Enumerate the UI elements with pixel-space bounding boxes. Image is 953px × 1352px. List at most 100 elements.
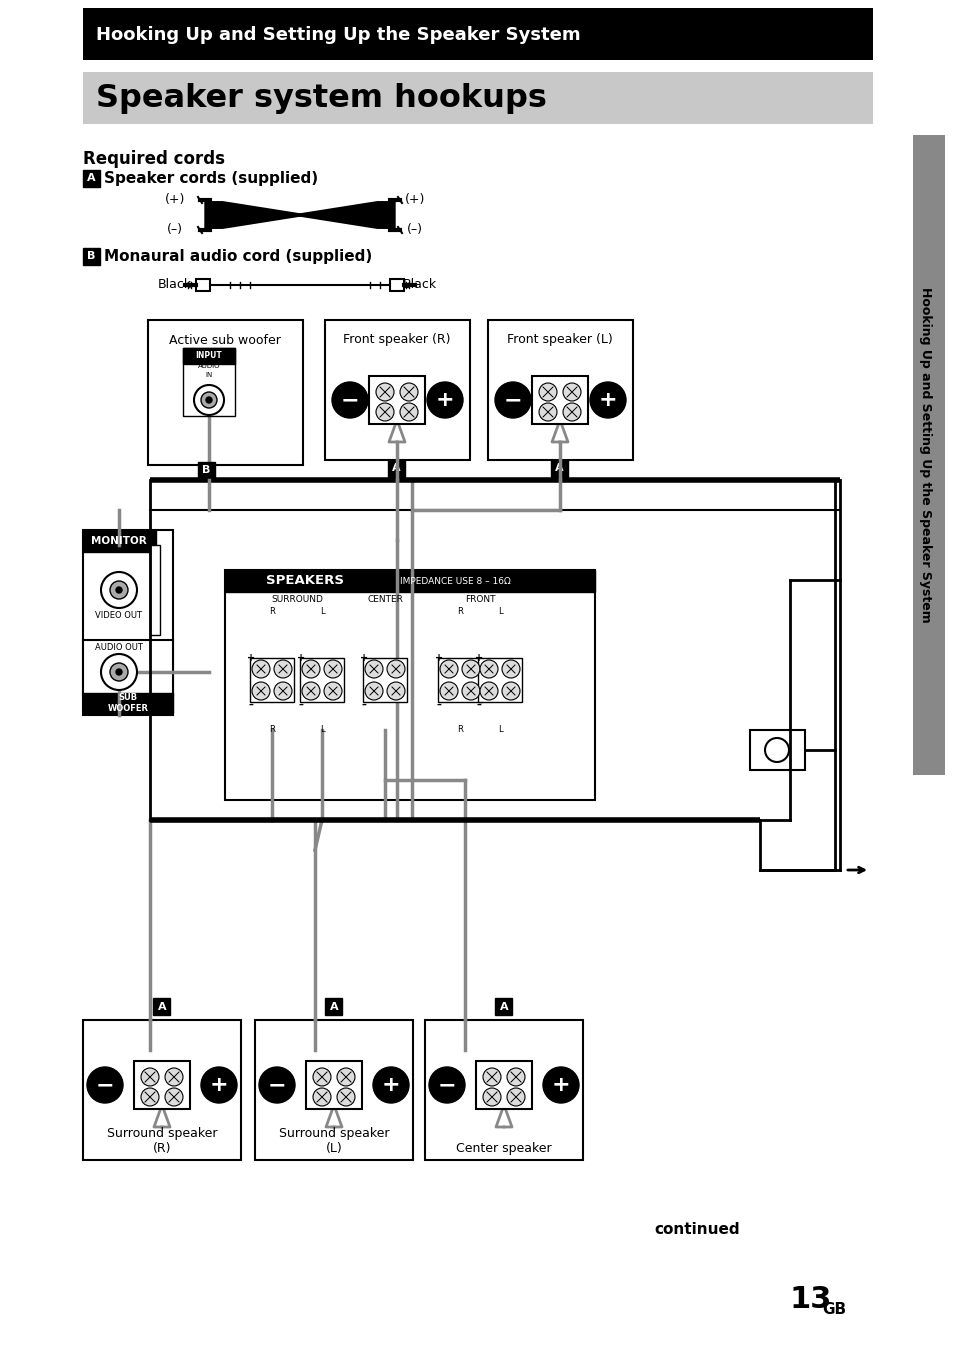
- Text: Front speaker (L): Front speaker (L): [507, 334, 612, 346]
- Bar: [299, 658, 344, 702]
- Circle shape: [258, 1067, 294, 1103]
- Text: Hooking Up and Setting Up the Speaker System: Hooking Up and Setting Up the Speaker Sy…: [96, 26, 580, 45]
- Text: Speaker system hookups: Speaker system hookups: [96, 82, 546, 114]
- Circle shape: [141, 1088, 159, 1106]
- Bar: [83, 247, 100, 265]
- Bar: [437, 658, 481, 702]
- Circle shape: [439, 660, 457, 677]
- Bar: [363, 658, 407, 702]
- Circle shape: [538, 383, 557, 402]
- Bar: [225, 571, 595, 800]
- Text: –: –: [361, 700, 366, 710]
- Circle shape: [387, 660, 405, 677]
- Text: AUDIO: AUDIO: [197, 362, 220, 369]
- Circle shape: [332, 383, 368, 418]
- Bar: [390, 279, 403, 291]
- Text: continued: continued: [654, 1222, 740, 1237]
- Bar: [133, 1061, 190, 1109]
- Circle shape: [110, 581, 128, 599]
- Text: FRONT: FRONT: [464, 595, 495, 604]
- Circle shape: [101, 572, 137, 608]
- Text: −: −: [437, 1075, 456, 1095]
- Text: R: R: [456, 726, 462, 734]
- Text: +: +: [381, 1075, 400, 1095]
- Circle shape: [562, 383, 580, 402]
- Text: A: A: [157, 1002, 166, 1013]
- Bar: [477, 658, 521, 702]
- Bar: [388, 460, 405, 477]
- Bar: [83, 530, 156, 552]
- Bar: [83, 530, 172, 695]
- Circle shape: [116, 669, 122, 675]
- Circle shape: [439, 681, 457, 700]
- Circle shape: [101, 654, 137, 690]
- Circle shape: [201, 392, 216, 408]
- Text: –: –: [249, 700, 253, 710]
- Circle shape: [427, 383, 462, 418]
- Circle shape: [252, 681, 270, 700]
- Circle shape: [365, 660, 382, 677]
- Bar: [83, 170, 100, 187]
- Text: SPEAKERS: SPEAKERS: [266, 575, 344, 588]
- Bar: [325, 998, 341, 1015]
- Bar: [183, 347, 234, 364]
- Text: Surround speaker
(L): Surround speaker (L): [278, 1128, 389, 1155]
- Text: A: A: [392, 462, 400, 473]
- Bar: [476, 1061, 532, 1109]
- Text: AUDIO OUT: AUDIO OUT: [95, 644, 143, 653]
- Text: −: −: [340, 389, 359, 410]
- Circle shape: [506, 1068, 524, 1086]
- Bar: [250, 658, 294, 702]
- Text: INPUT: INPUT: [195, 352, 222, 361]
- Circle shape: [429, 1067, 464, 1103]
- Text: −: −: [268, 1075, 286, 1095]
- Text: +: +: [296, 653, 305, 662]
- Text: Surround speaker
(R): Surround speaker (R): [107, 1128, 217, 1155]
- Bar: [83, 694, 172, 713]
- Text: B: B: [87, 251, 95, 261]
- Bar: [83, 1019, 241, 1160]
- Circle shape: [399, 383, 417, 402]
- Circle shape: [324, 681, 341, 700]
- Circle shape: [141, 1068, 159, 1086]
- Bar: [150, 545, 160, 635]
- Bar: [551, 460, 567, 477]
- Circle shape: [193, 385, 224, 415]
- Text: L: L: [319, 607, 324, 617]
- Text: –: –: [298, 700, 303, 710]
- Bar: [532, 376, 587, 425]
- Bar: [198, 462, 214, 479]
- Text: SURROUND: SURROUND: [271, 595, 323, 604]
- Circle shape: [274, 681, 292, 700]
- Text: −: −: [95, 1075, 114, 1095]
- Text: R: R: [456, 607, 462, 617]
- Circle shape: [495, 383, 531, 418]
- Circle shape: [313, 1088, 331, 1106]
- Text: A: A: [330, 1002, 338, 1013]
- Circle shape: [87, 1067, 123, 1103]
- Circle shape: [501, 681, 519, 700]
- Text: –: –: [476, 700, 481, 710]
- Text: Monaural audio cord (supplied): Monaural audio cord (supplied): [104, 249, 372, 264]
- Text: L: L: [319, 726, 324, 734]
- Text: A: A: [554, 462, 562, 473]
- Circle shape: [324, 660, 341, 677]
- Bar: [195, 279, 210, 291]
- Text: +: +: [435, 653, 442, 662]
- Circle shape: [165, 1068, 183, 1086]
- Bar: [183, 347, 234, 416]
- Text: (+): (+): [404, 193, 425, 207]
- Circle shape: [274, 660, 292, 677]
- Bar: [912, 135, 944, 775]
- Bar: [424, 1019, 582, 1160]
- Text: L: L: [497, 607, 502, 617]
- Text: IMPEDANCE USE 8 – 16Ω: IMPEDANCE USE 8 – 16Ω: [399, 576, 510, 585]
- Circle shape: [461, 681, 479, 700]
- Text: +: +: [359, 653, 368, 662]
- Text: Active sub woofer: Active sub woofer: [169, 334, 280, 346]
- Bar: [83, 639, 172, 715]
- Bar: [148, 320, 303, 465]
- Text: GB: GB: [821, 1302, 845, 1317]
- Circle shape: [165, 1088, 183, 1106]
- Text: B: B: [202, 465, 210, 475]
